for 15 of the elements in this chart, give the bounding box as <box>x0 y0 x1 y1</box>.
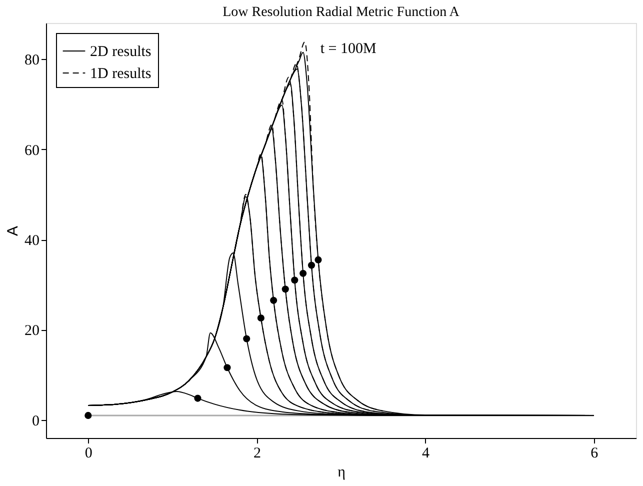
legend-label: 2D results <box>90 44 152 60</box>
x-axis-title: η <box>338 464 346 480</box>
x-tick-label: 0 <box>84 446 92 462</box>
y-tick-label: 60 <box>24 142 40 159</box>
x-tick-label: 2 <box>253 446 261 462</box>
chart-title: Low Resolution Radial Metric Function A <box>222 5 460 20</box>
annotation: t = 100M <box>320 40 376 57</box>
x-tick-label: 4 <box>422 446 430 462</box>
y-tick-label: 80 <box>24 52 40 69</box>
y-tick-label: 20 <box>24 323 40 340</box>
y-tick-label: 40 <box>24 233 40 250</box>
legend-label: 1D results <box>90 66 152 82</box>
x-tick-label: 6 <box>590 446 599 462</box>
y-axis-title: A <box>4 226 22 236</box>
y-tick-label: 0 <box>32 413 40 430</box>
